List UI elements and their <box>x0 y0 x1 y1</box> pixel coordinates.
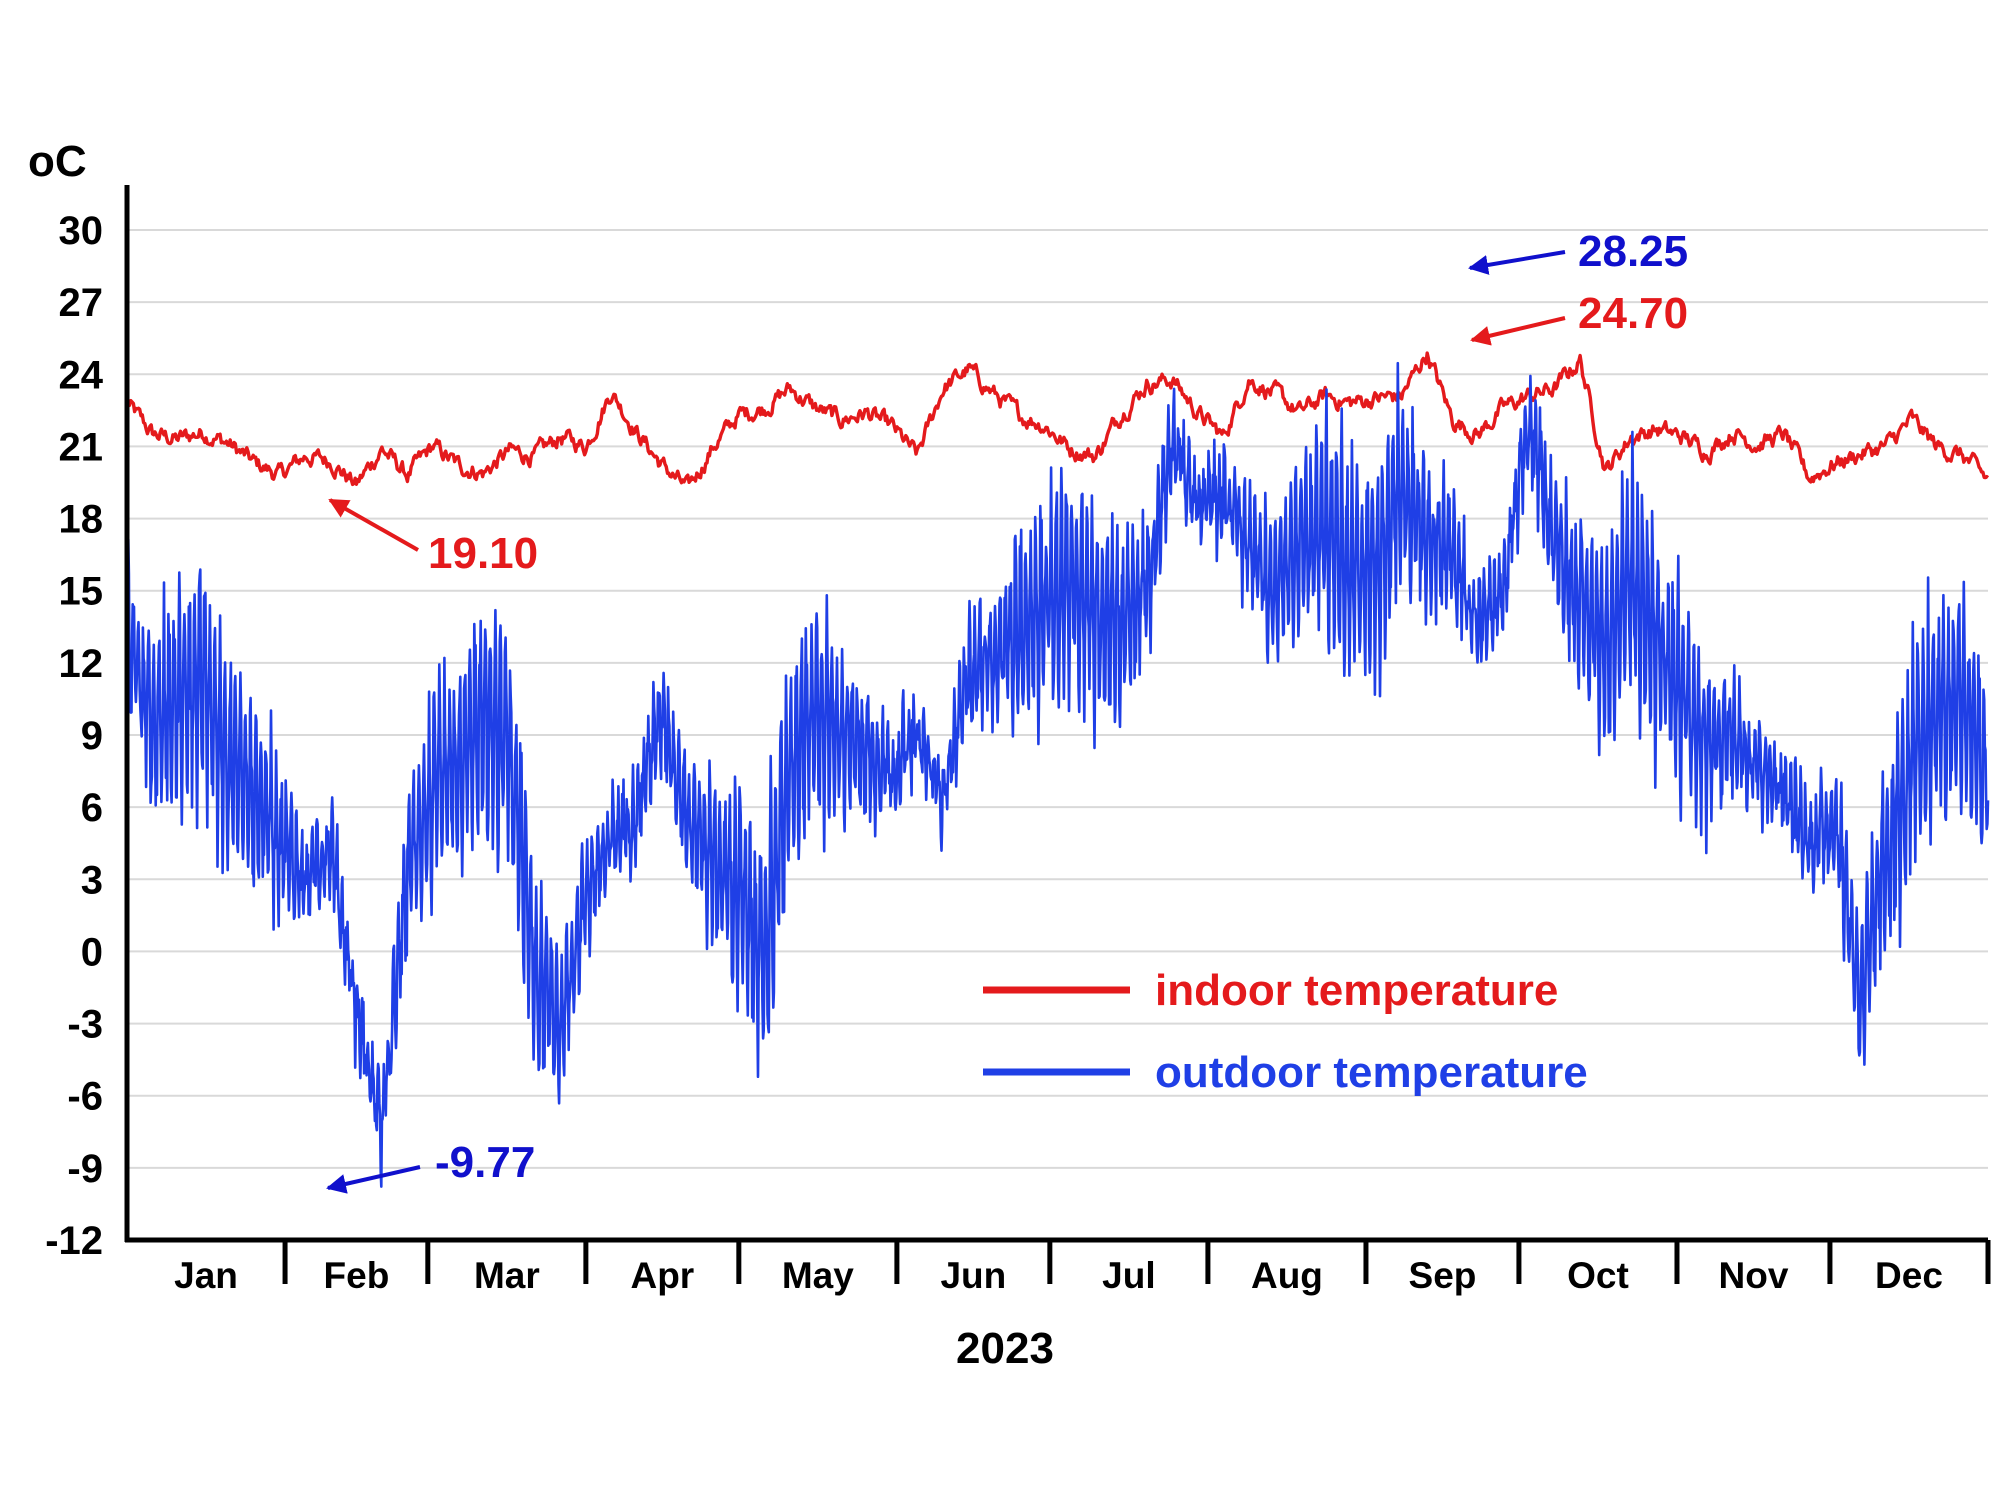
y-tick-label: -6 <box>67 1075 103 1119</box>
legend: indoor temperature outdoor temperature <box>983 966 1588 1097</box>
x-tick-label: Nov <box>1719 1255 1789 1296</box>
y-tick-label: 21 <box>59 425 104 469</box>
series-lines <box>125 351 1990 1188</box>
indoor-temperature-line <box>125 351 1990 487</box>
x-tick-label: Aug <box>1251 1255 1323 1296</box>
y-tick-label: 27 <box>59 281 104 325</box>
y-tick-label: -9 <box>67 1147 103 1191</box>
y-tick-label: -12 <box>45 1219 103 1263</box>
annotation-arrow <box>326 1165 421 1194</box>
y-axis-title: oC <box>28 137 87 186</box>
axis-labels: oC 2023 <box>28 137 1054 1373</box>
y-tick-label: 30 <box>59 209 104 253</box>
annotation-label: 24.70 <box>1578 289 1688 338</box>
y-tick-label: 9 <box>81 714 103 758</box>
annotation-arrow <box>1468 250 1566 275</box>
x-axis-title: 2023 <box>956 1324 1054 1373</box>
legend-indoor-label: indoor temperature <box>1155 966 1558 1015</box>
annotation-label: -9.77 <box>435 1138 535 1187</box>
x-tick-label: Apr <box>630 1255 694 1296</box>
y-tick-label: 24 <box>59 353 104 397</box>
annotation-arrow <box>328 498 419 552</box>
x-tick-label: Feb <box>324 1255 390 1296</box>
y-tick-label: 0 <box>81 930 103 974</box>
x-tick-label: May <box>782 1255 854 1296</box>
x-tick-label: Dec <box>1875 1255 1943 1296</box>
y-tick-label: 6 <box>81 786 103 830</box>
y-tick-label: 15 <box>59 570 104 614</box>
y-tick-label: 18 <box>59 498 104 542</box>
annotation-label: 19.10 <box>428 529 538 578</box>
y-tick-label: -3 <box>67 1003 103 1047</box>
annotations: 19.10 24.70 28.25 -9.77 <box>326 227 1688 1194</box>
outdoor-temperature-line <box>125 361 1990 1188</box>
x-tick-label: Jul <box>1102 1255 1155 1296</box>
x-tick-label: Oct <box>1567 1255 1629 1296</box>
x-tick-label: Sep <box>1409 1255 1477 1296</box>
y-tick-label: 3 <box>81 858 103 902</box>
x-tick-label: Jan <box>174 1255 238 1296</box>
x-tick-label: Mar <box>474 1255 540 1296</box>
annotation-label: 28.25 <box>1578 227 1688 276</box>
annotation-arrow <box>1470 316 1566 346</box>
legend-outdoor-label: outdoor temperature <box>1155 1048 1588 1097</box>
y-tick-label: 12 <box>59 642 104 686</box>
x-tick-label: Jun <box>940 1255 1006 1296</box>
